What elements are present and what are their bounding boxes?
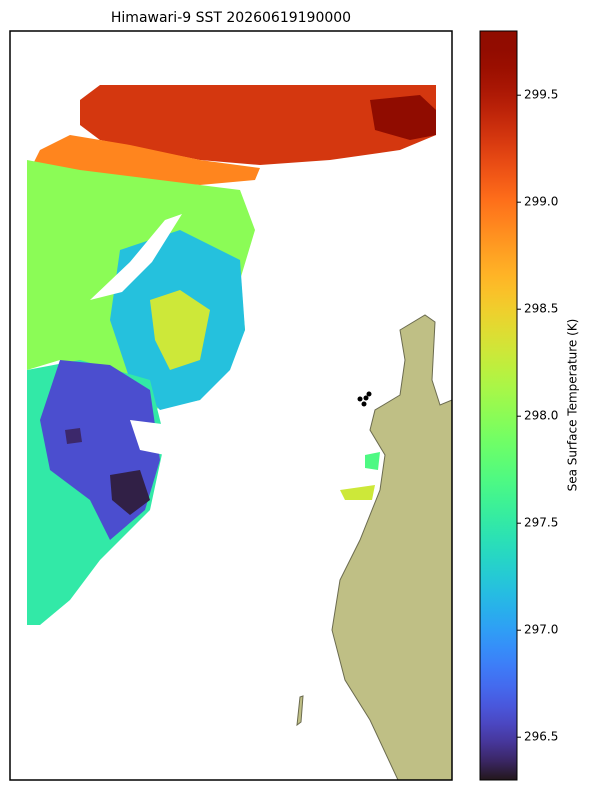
colorbar-tick-label: 296.5 bbox=[524, 730, 558, 744]
colorbar-tick-label: 298.5 bbox=[524, 302, 558, 316]
colorbar-tick-label: 297.0 bbox=[524, 623, 558, 637]
cloud-mask bbox=[90, 214, 182, 455]
map-title: Himawari-9 SST 20260619190000 bbox=[111, 10, 351, 26]
colorbar-ticks: 296.5 297.0 297.5 298.0 298.5 299.0 299.5 bbox=[517, 88, 558, 744]
colorbar-label: Sea Surface Temperature (K) bbox=[566, 319, 580, 492]
sst-patch bbox=[150, 290, 210, 370]
sst-patch bbox=[110, 470, 150, 515]
station-markers bbox=[357, 391, 372, 407]
cloud-gap bbox=[90, 214, 182, 300]
map-frame bbox=[9, 30, 453, 781]
sst-patch bbox=[370, 95, 436, 140]
colorbar-tick-label: 298.0 bbox=[524, 409, 558, 423]
colorbar-tick-label: 299.0 bbox=[524, 195, 558, 209]
station bbox=[361, 401, 367, 407]
station bbox=[366, 391, 372, 397]
sst-patch bbox=[340, 485, 375, 500]
station bbox=[363, 395, 369, 401]
island bbox=[296, 695, 304, 727]
colorbar-tick-label: 299.5 bbox=[524, 88, 558, 102]
sst-patch bbox=[365, 452, 380, 470]
sst-field bbox=[27, 85, 436, 625]
colorbar-tick-label: 297.5 bbox=[524, 516, 558, 530]
land bbox=[331, 314, 453, 781]
colorbar bbox=[479, 30, 518, 781]
cloud-gap bbox=[130, 420, 170, 455]
sst-patch bbox=[80, 85, 436, 165]
station bbox=[357, 396, 363, 402]
sst-patch bbox=[65, 428, 82, 444]
